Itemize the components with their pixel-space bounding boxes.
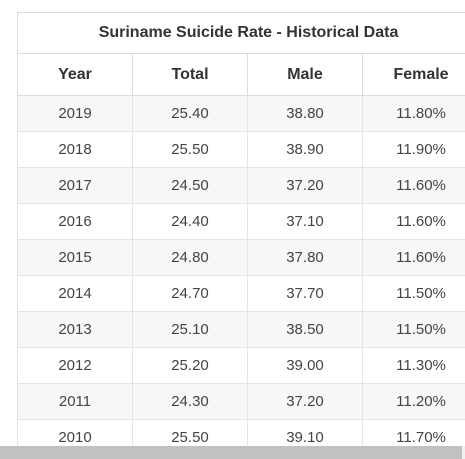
historical-data-table-container[interactable]: Suriname Suicide Rate - Historical Data … bbox=[16, 12, 465, 456]
column-header-male: Male bbox=[247, 53, 363, 96]
cell-female: 11.90% bbox=[361, 131, 465, 168]
cell-male: 38.50 bbox=[247, 311, 363, 348]
cell-year: 2015 bbox=[17, 239, 133, 276]
table-row: 2012 25.20 39.00 11.30% bbox=[17, 347, 465, 384]
cell-female: 11.30% bbox=[361, 347, 465, 384]
cell-female: 11.60% bbox=[361, 167, 465, 204]
cell-total: 25.20 bbox=[132, 347, 248, 384]
cell-male: 37.20 bbox=[247, 383, 363, 420]
table-row: 2015 24.80 37.80 11.60% bbox=[17, 239, 465, 276]
cell-total: 25.10 bbox=[132, 311, 248, 348]
cell-male: 39.00 bbox=[247, 347, 363, 384]
horizontal-scrollbar[interactable] bbox=[0, 446, 465, 459]
historical-data-table: Suriname Suicide Rate - Historical Data … bbox=[16, 12, 465, 456]
column-header-female: Female bbox=[361, 53, 465, 96]
cell-female: 11.60% bbox=[361, 239, 465, 276]
table-title: Suriname Suicide Rate - Historical Data bbox=[16, 12, 465, 54]
cell-female: 11.50% bbox=[361, 275, 465, 312]
table-row: 2011 24.30 37.20 11.20% bbox=[17, 383, 465, 420]
cell-year: 2018 bbox=[17, 131, 133, 168]
table-row: 2019 25.40 38.80 11.80% bbox=[17, 95, 465, 132]
cell-male: 37.20 bbox=[247, 167, 363, 204]
cell-total: 25.50 bbox=[132, 131, 248, 168]
cell-female: 11.20% bbox=[361, 383, 465, 420]
cell-male: 37.10 bbox=[247, 203, 363, 240]
cell-male: 38.90 bbox=[247, 131, 363, 168]
cell-total: 24.30 bbox=[132, 383, 248, 420]
cell-year: 2014 bbox=[17, 275, 133, 312]
cell-year: 2013 bbox=[17, 311, 133, 348]
cell-total: 24.80 bbox=[132, 239, 248, 276]
cell-female: 11.50% bbox=[361, 311, 465, 348]
table-row: 2016 24.40 37.10 11.60% bbox=[17, 203, 465, 240]
table-row: 2013 25.10 38.50 11.50% bbox=[17, 311, 465, 348]
cell-male: 37.70 bbox=[247, 275, 363, 312]
cell-total: 24.40 bbox=[132, 203, 248, 240]
cell-year: 2016 bbox=[17, 203, 133, 240]
table-row: 2017 24.50 37.20 11.60% bbox=[17, 167, 465, 204]
table-row: 2018 25.50 38.90 11.90% bbox=[17, 131, 465, 168]
cell-total: 24.50 bbox=[132, 167, 248, 204]
column-header-year: Year bbox=[17, 53, 133, 96]
cell-year: 2017 bbox=[17, 167, 133, 204]
cell-year: 2011 bbox=[17, 383, 133, 420]
cell-total: 24.70 bbox=[132, 275, 248, 312]
cell-total: 25.40 bbox=[132, 95, 248, 132]
table-row: 2014 24.70 37.70 11.50% bbox=[17, 275, 465, 312]
horizontal-scrollbar-thumb[interactable] bbox=[0, 446, 462, 459]
cell-year: 2012 bbox=[17, 347, 133, 384]
table-header-row: Year Total Male Female bbox=[17, 53, 465, 96]
cell-year: 2019 bbox=[17, 95, 133, 132]
cell-male: 37.80 bbox=[247, 239, 363, 276]
cell-male: 38.80 bbox=[247, 95, 363, 132]
cell-female: 11.80% bbox=[361, 95, 465, 132]
cell-female: 11.60% bbox=[361, 203, 465, 240]
column-header-total: Total bbox=[132, 53, 248, 96]
